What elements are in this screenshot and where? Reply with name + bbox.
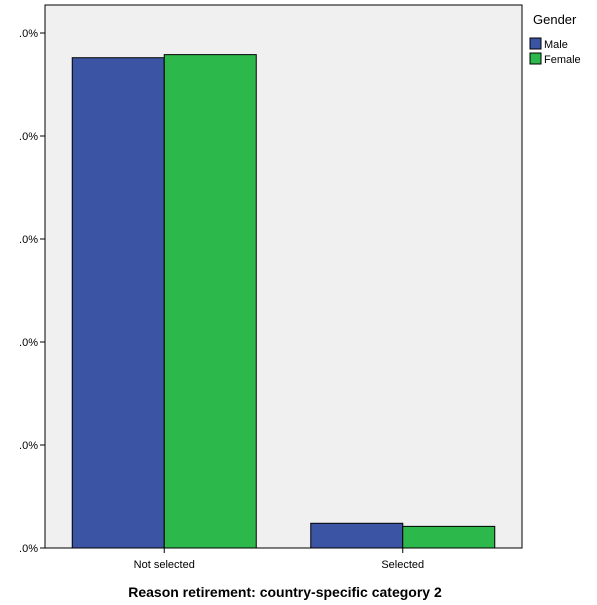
bar-male-selected — [310, 522, 404, 549]
x-tick-label: Selected — [381, 559, 424, 571]
bars-group — [71, 54, 496, 549]
legend-title: Gender — [533, 12, 577, 27]
y-tick-label: .0% — [19, 337, 38, 349]
y-tick-label: .0% — [19, 234, 38, 246]
legend: Gender Male Female — [529, 12, 581, 66]
bar-female-selected — [402, 525, 496, 549]
legend-swatch-female — [529, 52, 542, 65]
y-tick-label: .0% — [19, 28, 38, 40]
bar-male-not-selected — [71, 57, 165, 549]
legend-label-female: Female — [544, 54, 581, 66]
y-tick-label: .0% — [19, 440, 38, 452]
x-axis-title: Reason retirement: country-specific cate… — [128, 584, 442, 600]
x-tick-label: Not selected — [134, 559, 195, 571]
x-axis: Not selected Selected — [134, 548, 424, 571]
bar-female-not-selected — [163, 54, 257, 549]
legend-label-male: Male — [544, 39, 568, 51]
y-tick-label: .0% — [19, 543, 38, 555]
legend-swatch-male — [529, 37, 542, 50]
y-tick-label: .0% — [19, 131, 38, 143]
y-axis: .0% .0% .0% .0% .0% .0% — [19, 28, 45, 555]
